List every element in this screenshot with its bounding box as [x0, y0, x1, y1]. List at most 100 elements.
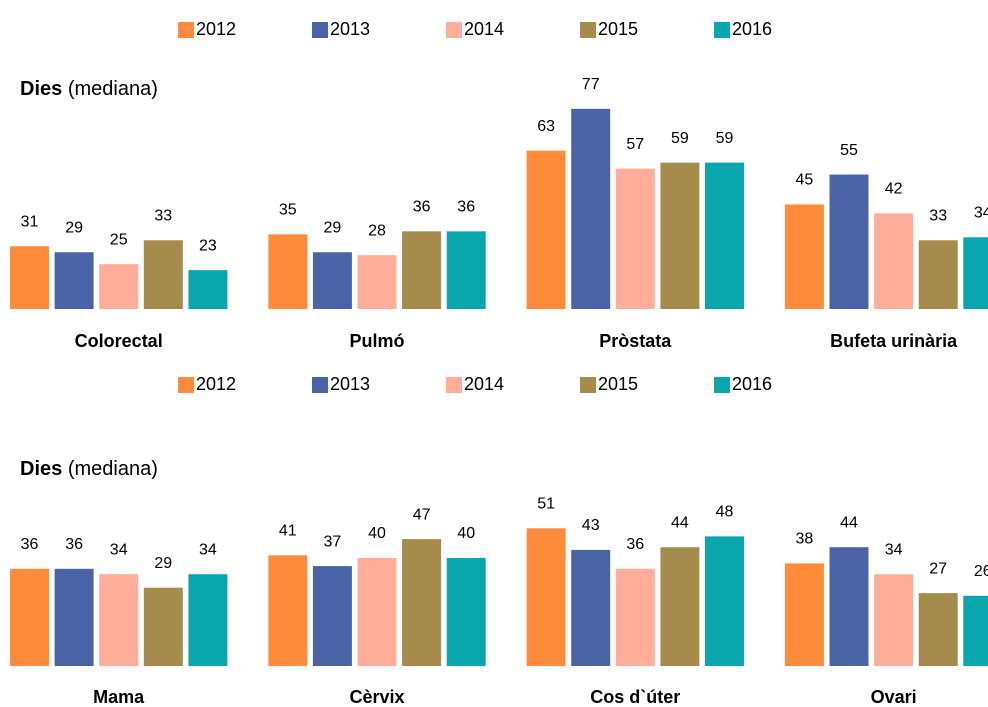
- y-axis-label: Dies (mediana): [20, 78, 158, 100]
- value-label: 59: [716, 130, 734, 147]
- legend-swatch: [178, 377, 194, 393]
- bar: [571, 108, 611, 310]
- bar: [829, 547, 869, 666]
- category-label: Pulmó: [349, 331, 404, 351]
- value-label: 57: [626, 136, 644, 153]
- value-label: 44: [671, 514, 689, 531]
- y-label-bold: Dies: [20, 458, 62, 480]
- bar: [874, 213, 914, 309]
- legend-swatch: [714, 22, 730, 38]
- legend-swatch: [446, 22, 462, 38]
- value-label: 41: [279, 523, 297, 540]
- bar: [918, 593, 958, 666]
- value-label: 23: [199, 237, 217, 254]
- value-label: 36: [626, 536, 644, 553]
- value-label: 42: [885, 181, 903, 198]
- bar: [784, 563, 824, 666]
- legend-swatch: [312, 22, 328, 38]
- bar: [829, 174, 869, 309]
- category-label: Pròstata: [599, 331, 672, 351]
- value-label: 31: [21, 213, 39, 230]
- value-label: 35: [279, 202, 297, 219]
- category-label: Colorectal: [75, 331, 163, 351]
- legend-label: 2014: [464, 19, 504, 39]
- y-label-bold: Dies: [20, 78, 62, 100]
- bar: [99, 574, 139, 666]
- bar: [99, 264, 139, 309]
- bar: [268, 234, 308, 309]
- legend-swatch: [714, 377, 730, 393]
- legend-label: 2016: [732, 374, 772, 394]
- value-label: 33: [929, 208, 947, 225]
- value-label: 33: [154, 208, 172, 225]
- value-label: 43: [582, 517, 600, 534]
- legend-swatch: [580, 377, 596, 393]
- bar: [312, 252, 352, 309]
- legend-label: 2012: [196, 19, 236, 39]
- value-label: 27: [929, 560, 947, 577]
- legend-label: 2012: [196, 374, 236, 394]
- value-label: 36: [21, 536, 39, 553]
- bar: [660, 162, 700, 309]
- bar: [571, 549, 611, 666]
- bar: [660, 547, 700, 666]
- bar: [10, 568, 49, 666]
- category-label: Cos d`úter: [590, 687, 680, 707]
- y-label-text: (mediana): [68, 458, 158, 480]
- bar: [357, 255, 397, 309]
- bar: [615, 568, 655, 666]
- bar: [54, 252, 94, 309]
- value-label: 29: [154, 555, 172, 572]
- category-label: Cèrvix: [349, 687, 404, 707]
- value-label: 59: [671, 130, 689, 147]
- category-label: Mama: [93, 687, 145, 707]
- value-label: 34: [885, 541, 903, 558]
- legend-label: 2015: [598, 374, 638, 394]
- legend-label: 2014: [464, 374, 504, 394]
- value-label: 34: [110, 541, 128, 558]
- bar: [312, 566, 352, 666]
- value-label: 28: [368, 222, 386, 239]
- bar: [918, 240, 958, 309]
- value-label: 45: [796, 172, 814, 189]
- bar: [446, 231, 486, 309]
- value-label: 36: [65, 536, 83, 553]
- value-label: 34: [974, 205, 988, 222]
- bar: [357, 558, 397, 666]
- value-label: 36: [413, 199, 431, 216]
- bar: [188, 574, 228, 666]
- bar: [143, 587, 183, 666]
- bar: [143, 240, 183, 309]
- bar: [526, 528, 566, 666]
- y-axis-label: Dies (mediana): [20, 458, 158, 480]
- bar: [402, 539, 442, 666]
- bar: [874, 574, 914, 666]
- legend-swatch: [178, 22, 194, 38]
- bar: [54, 568, 94, 666]
- legend-label: 2013: [330, 19, 370, 39]
- bar: [784, 204, 824, 309]
- value-label: 55: [840, 142, 858, 159]
- bar: [402, 231, 442, 309]
- value-label: 77: [582, 76, 600, 93]
- bar: [615, 168, 655, 309]
- legend-label: 2016: [732, 19, 772, 39]
- bar: [705, 536, 744, 666]
- value-label: 44: [840, 514, 858, 531]
- legend-label: 2015: [598, 19, 638, 39]
- bar: [963, 237, 988, 309]
- value-label: 51: [537, 496, 555, 513]
- category-label: Ovari: [871, 687, 917, 707]
- legend-swatch: [580, 22, 596, 38]
- legend-swatch: [446, 377, 462, 393]
- legend-swatch: [312, 377, 328, 393]
- value-label: 37: [324, 533, 342, 550]
- value-label: 26: [974, 563, 988, 580]
- bar: [188, 270, 228, 309]
- bar: [963, 595, 988, 666]
- value-label: 36: [457, 199, 475, 216]
- value-label: 40: [457, 525, 475, 542]
- y-label-text: (mediana): [68, 78, 158, 100]
